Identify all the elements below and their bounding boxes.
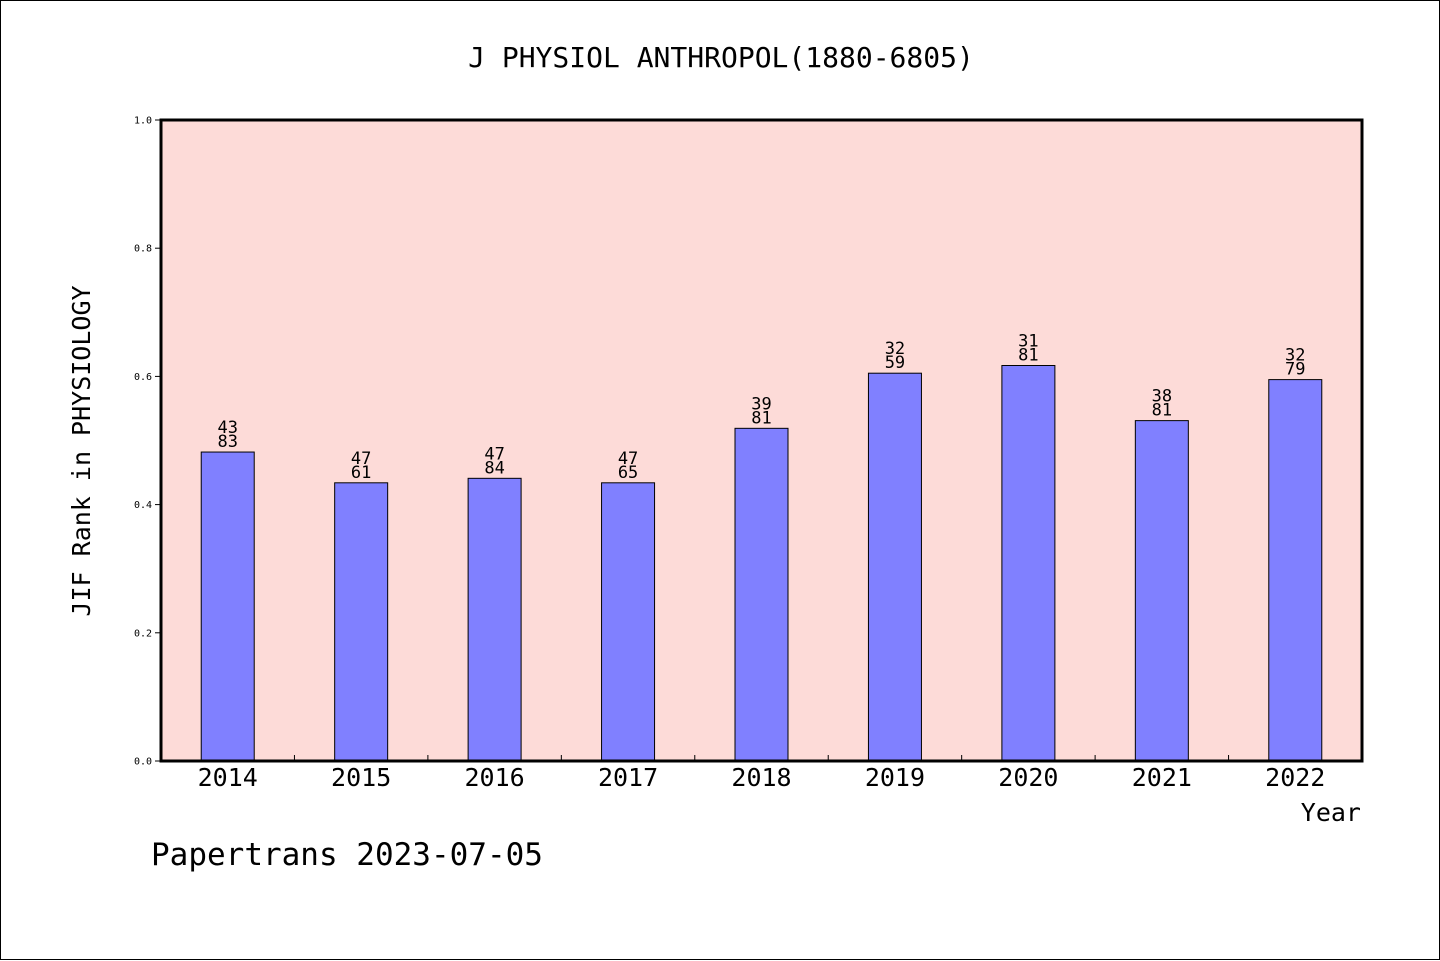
footer-credit: Papertrans 2023-07-05	[151, 837, 543, 873]
bar-label-top: 38	[1152, 387, 1172, 407]
plot-border	[159, 118, 1364, 763]
x-tick-label: 2020	[998, 763, 1058, 792]
bar-label-bottom: 81	[1018, 346, 1038, 366]
bar	[1134, 420, 1189, 762]
bar-label-bottom: 79	[1285, 360, 1305, 380]
x-tick-label: 2018	[731, 763, 791, 792]
x-tick-label: 2022	[1265, 763, 1325, 792]
y-tick-label: 0.0	[134, 757, 152, 768]
bar	[867, 372, 922, 762]
y-axis: 0.0 0.2 0.4 0.6 0.8 1.0	[134, 116, 161, 768]
bar-label-bottom: 84	[484, 458, 504, 478]
y-tick-label: 0.2	[134, 628, 152, 639]
bar-label-top: 47	[351, 449, 371, 469]
y-axis-label: JIF Rank in PHYSIOLOGY	[67, 285, 96, 616]
bar-label-top: 39	[751, 394, 771, 414]
bar	[601, 482, 656, 762]
bar-label-top: 32	[885, 339, 905, 359]
x-axis-label: Year	[1301, 798, 1361, 827]
y-tick-label: 0.8	[134, 244, 152, 255]
x-tick-label: 2021	[1132, 763, 1192, 792]
bar-label-top: 47	[484, 444, 504, 464]
y-tick-label: 0.4	[134, 500, 152, 511]
bar-label-bottom: 81	[751, 408, 771, 428]
bar-label-top: 31	[1018, 332, 1038, 352]
bar	[1268, 379, 1323, 762]
bar-label-top: 32	[1285, 346, 1305, 366]
bar	[467, 477, 522, 762]
bar	[200, 451, 255, 762]
bar-label-top: 43	[217, 418, 237, 438]
bar-label-bottom: 65	[618, 463, 638, 483]
bar-label-bottom: 59	[885, 353, 905, 373]
bar	[1001, 365, 1056, 762]
bar-label-top: 47	[618, 449, 638, 469]
chart-title: J PHYSIOL ANTHROPOL(1880-6805)	[468, 41, 974, 74]
bar-label-bottom: 83	[217, 432, 237, 452]
x-tick-label: 2017	[598, 763, 658, 792]
y-tick-label: 0.6	[134, 372, 152, 383]
x-axis: 2014 2015 2016 2017 2018 2019 2020 2021 2022	[198, 755, 1325, 792]
x-tick-label: 2016	[465, 763, 525, 792]
bar-label-bottom: 81	[1152, 401, 1172, 421]
bar-label-bottom: 61	[351, 463, 371, 483]
x-tick-label: 2019	[865, 763, 925, 792]
x-tick-label: 2014	[198, 763, 258, 792]
bar	[734, 427, 789, 762]
x-tick-label: 2015	[331, 763, 391, 792]
bar	[334, 482, 389, 762]
y-tick-label: 1.0	[134, 116, 152, 127]
